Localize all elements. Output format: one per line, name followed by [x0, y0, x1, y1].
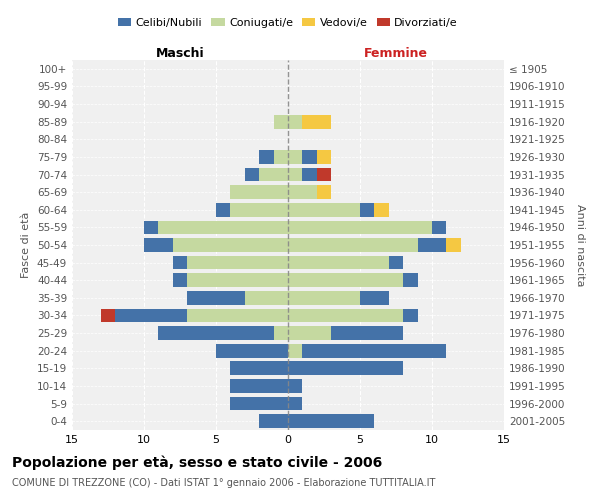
Bar [360, 203, 374, 216]
Bar [187, 256, 288, 270]
Bar [288, 308, 403, 322]
Bar [288, 396, 302, 410]
Bar [187, 308, 288, 322]
Bar [115, 308, 187, 322]
Bar [288, 344, 302, 358]
Text: Femmine: Femmine [364, 47, 428, 60]
Bar [403, 308, 418, 322]
Bar [288, 168, 302, 181]
Bar [245, 291, 288, 304]
Bar [317, 168, 331, 181]
Bar [288, 186, 317, 199]
Bar [288, 291, 360, 304]
Bar [288, 274, 403, 287]
Bar [216, 203, 230, 216]
Bar [259, 414, 288, 428]
Bar [173, 256, 187, 270]
Bar [274, 150, 288, 164]
Bar [288, 379, 302, 393]
Text: COMUNE DI TREZZONE (CO) - Dati ISTAT 1° gennaio 2006 - Elaborazione TUTTITALIA.I: COMUNE DI TREZZONE (CO) - Dati ISTAT 1° … [12, 478, 436, 488]
Bar [418, 238, 446, 252]
Bar [274, 326, 288, 340]
Bar [187, 274, 288, 287]
Bar [173, 274, 187, 287]
Bar [302, 168, 317, 181]
Bar [288, 115, 302, 128]
Bar [288, 326, 331, 340]
Bar [187, 291, 245, 304]
Bar [446, 238, 461, 252]
Bar [302, 115, 331, 128]
Bar [259, 150, 274, 164]
Text: Maschi: Maschi [155, 47, 205, 60]
Bar [230, 396, 288, 410]
Y-axis label: Anni di nascita: Anni di nascita [575, 204, 585, 286]
Bar [317, 150, 331, 164]
Bar [288, 362, 403, 375]
Bar [259, 168, 288, 181]
Bar [360, 291, 389, 304]
Bar [403, 274, 418, 287]
Bar [216, 344, 288, 358]
Bar [302, 344, 446, 358]
Bar [101, 308, 115, 322]
Bar [245, 168, 259, 181]
Bar [389, 256, 403, 270]
Y-axis label: Fasce di età: Fasce di età [22, 212, 31, 278]
Bar [288, 220, 432, 234]
Bar [230, 362, 288, 375]
Text: Popolazione per età, sesso e stato civile - 2006: Popolazione per età, sesso e stato civil… [12, 455, 382, 469]
Bar [288, 414, 374, 428]
Bar [331, 326, 403, 340]
Bar [158, 326, 274, 340]
Bar [288, 203, 360, 216]
Bar [302, 150, 317, 164]
Bar [173, 238, 288, 252]
Bar [432, 220, 446, 234]
Bar [144, 220, 158, 234]
Bar [230, 186, 288, 199]
Bar [230, 203, 288, 216]
Bar [230, 379, 288, 393]
Bar [144, 238, 173, 252]
Bar [288, 238, 418, 252]
Bar [158, 220, 288, 234]
Bar [374, 203, 389, 216]
Bar [288, 256, 389, 270]
Bar [288, 150, 302, 164]
Bar [274, 115, 288, 128]
Legend: Celibi/Nubili, Coniugati/e, Vedovi/e, Divorziati/e: Celibi/Nubili, Coniugati/e, Vedovi/e, Di… [113, 14, 463, 32]
Bar [317, 186, 331, 199]
